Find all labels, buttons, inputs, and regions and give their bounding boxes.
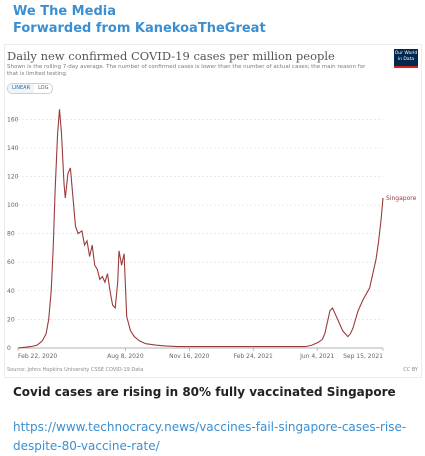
x-tick-label: Nov 16, 2020 (169, 353, 210, 360)
y-tick-label: 140 (7, 145, 19, 152)
x-tick-label: Jun 4, 2021 (299, 353, 334, 360)
y-tick-label: 160 (7, 116, 19, 123)
chart-source: Source: Johns Hopkins University CSSE CO… (7, 367, 144, 373)
series-line-singapore (17, 109, 384, 349)
article-link[interactable]: https://www.technocracy.news/vaccines-fa… (13, 420, 407, 453)
y-tick-label: 60 (7, 259, 15, 266)
owid-logo: Our World in Data (394, 49, 418, 68)
scale-toggle[interactable]: LINEAR LOG (7, 83, 54, 94)
x-tick-label: Feb 24, 2021 (234, 353, 273, 360)
forwarded-from-label[interactable]: Forwarded from KanekoaTheGreat (13, 21, 266, 36)
chart-subtitle: Shown is the rolling 7-day average. The … (7, 64, 366, 77)
channel-name[interactable]: We The Media (13, 4, 116, 19)
y-tick-label: 80 (7, 231, 15, 238)
chart-title: Daily new confirmed COVID-19 cases per m… (7, 49, 335, 63)
toggle-linear[interactable]: LINEAR (8, 84, 35, 93)
chart-grid: 0 20 40 60 80 100 120 140 160 (7, 116, 383, 352)
toggle-log[interactable]: LOG (38, 85, 49, 91)
chart-image[interactable]: Daily new confirmed COVID-19 cases per m… (4, 44, 422, 378)
x-axis: Feb 22, 2020 Aug 8, 2020 Nov 16, 2020 Feb 2… (17, 348, 384, 360)
x-tick-label: Sep 15, 2021 (343, 353, 383, 360)
message-caption: Covid cases are rising in 80% fully vacc… (13, 385, 396, 399)
x-tick-label: Aug 8, 2020 (107, 353, 144, 360)
y-tick-label: 120 (7, 173, 19, 180)
series-label-singapore: Singapore (386, 195, 417, 202)
y-tick-label: 40 (7, 288, 15, 295)
x-tick-label: Feb 22, 2020 (18, 353, 57, 360)
owid-logo-line1: Our World (394, 51, 418, 56)
y-tick-label: 0 (7, 345, 11, 352)
chart-plot: 0 20 40 60 80 100 120 140 160 Feb 22, 2020 Aug 8,… (7, 109, 417, 360)
owid-logo-line2: in Data (397, 57, 415, 62)
chart-license: CC BY (403, 367, 418, 373)
y-tick-label: 20 (7, 316, 15, 323)
y-tick-label: 100 (7, 202, 19, 209)
